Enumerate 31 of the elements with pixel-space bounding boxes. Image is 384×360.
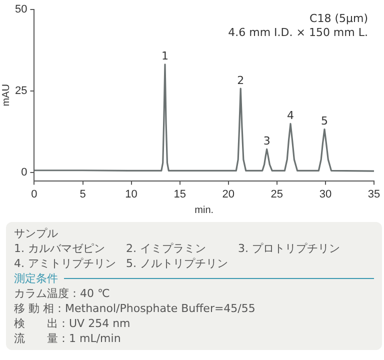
x-axis-title: min. — [194, 204, 214, 216]
y-tick-label: 0 — [21, 166, 28, 179]
x-tick-label: 10 — [125, 188, 138, 200]
text: 5. ノルトリプチリン — [126, 256, 229, 271]
text: 2. イミプラミン — [126, 241, 207, 256]
annotation: C18 (5μm) — [310, 12, 368, 25]
annotation: 5 — [320, 114, 328, 128]
y-tick-label: 25 — [14, 85, 28, 98]
text: 流 量：1 mL/min — [14, 331, 122, 346]
text: 3. プロトリプチリン — [238, 241, 341, 256]
text: 測定条件 — [14, 271, 58, 286]
annotation: 4.6 mm I.D. × 150 mm L. — [228, 26, 368, 39]
x-tick-label: 25 — [270, 188, 284, 200]
text: カラム温度：40 ℃ — [14, 286, 111, 301]
annotation: 3 — [263, 134, 270, 148]
annotation: 1 — [161, 50, 168, 63]
x-tick-label: 20 — [222, 188, 235, 200]
x-tick-label: 15 — [174, 188, 186, 200]
x-tick-label: 35 — [368, 188, 380, 200]
text: 1. カルバマゼピン — [14, 241, 106, 256]
y-axis-title: mAU — [0, 84, 12, 106]
annotation: 4 — [287, 109, 294, 122]
x-tick-label: 0 — [31, 188, 38, 200]
text: 4. アミトリプチリン — [14, 256, 117, 271]
text: 検 出：UV 254 nm — [14, 316, 132, 331]
x-tick-label: 5 — [80, 188, 86, 200]
text: 移 動 相：Methanol/Phosphate Buffer=45/55 — [14, 301, 256, 316]
x-tick-label: 30 — [319, 188, 332, 200]
y-tick-label: 50 — [14, 4, 28, 16]
text: サンプル — [14, 226, 59, 241]
annotation: 2 — [237, 74, 244, 87]
